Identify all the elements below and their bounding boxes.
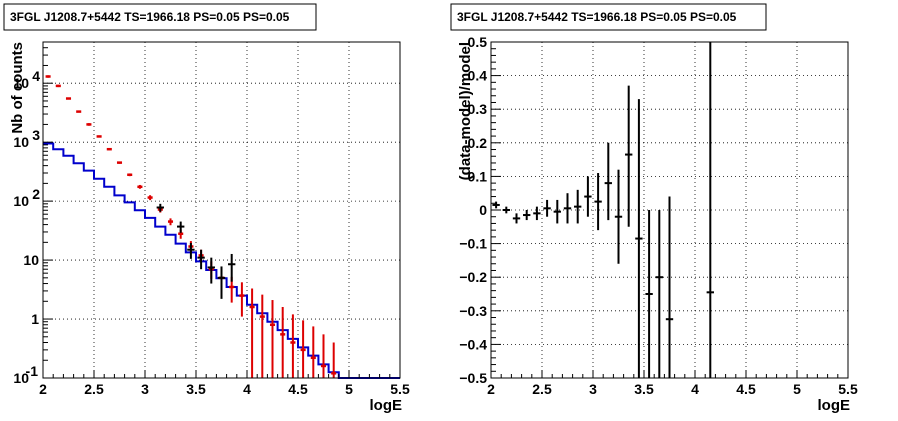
residuals-x-axis-label: logE	[818, 397, 851, 414]
counts-y-tick-exponent: 3	[32, 127, 40, 143]
counts-title: 3FGL J1208.7+5442 TS=1966.18 PS=0.05 PS=…	[10, 10, 290, 24]
counts-y-axis-label: Nb of counts	[9, 42, 26, 134]
residuals-y-tick-label: 0.3	[468, 101, 488, 117]
residuals-title-box	[450, 3, 767, 31]
counts-panel: 3FGL J1208.7+5442 TS=1966.18 PS=0.05 PS=…	[3, 3, 410, 414]
counts-x-tick-label: 4	[243, 381, 251, 397]
residuals-y-tick-label: −0.3	[459, 303, 487, 319]
residuals-x-tick-label: 2	[487, 381, 495, 397]
counts-plot-frame	[42, 41, 401, 379]
counts-y-tick-label: 10	[13, 75, 29, 91]
counts-y-tick-exponent: 2	[32, 186, 40, 202]
counts-x-axis-label: logE	[370, 397, 403, 414]
residuals-title: 3FGL J1208.7+5442 TS=1966.18 PS=0.05 PS=…	[457, 10, 737, 24]
residuals-y-tick-label: 0	[479, 202, 487, 218]
residuals-x-tick-label: 4	[691, 381, 699, 397]
residuals-x-tick-label: 2.5	[532, 381, 552, 397]
counts-x-tick-label: 4.5	[288, 381, 308, 397]
counts-y-tick-label: 1	[31, 311, 39, 327]
residuals-y-tick-label: −0.1	[459, 236, 487, 252]
residuals-x-tick-label: 4.5	[736, 381, 756, 397]
residuals-y-tick-label: 0.4	[468, 68, 488, 84]
counts-y-tick-label: 10	[13, 370, 29, 386]
residuals-y-tick-label: 0.2	[468, 135, 488, 151]
residuals-y-tick-label: −0.2	[459, 269, 487, 285]
counts-x-tick-label: 2.5	[84, 381, 104, 397]
counts-x-tick-label: 3.5	[186, 381, 206, 397]
residuals-x-tick-label: 5	[793, 381, 801, 397]
residuals-y-tick-label: 0.1	[468, 168, 488, 184]
residuals-y-axis-label: (data-model)/model	[457, 42, 474, 180]
counts-y-tick-exponent: -1	[26, 363, 39, 379]
counts-y-tick-label: 10	[23, 252, 39, 268]
counts-model-histogram	[43, 142, 400, 379]
counts-x-tick-label: 2	[39, 381, 47, 397]
counts-y-tick-exponent: 4	[32, 68, 40, 84]
residuals-y-tick-label: −0.5	[459, 370, 487, 386]
residuals-x-tick-label: 3	[589, 381, 597, 397]
counts-x-tick-label: 3	[141, 381, 149, 397]
residuals-panel: 3FGL J1208.7+5442 TS=1966.18 PS=0.05 PS=…	[450, 3, 858, 414]
residuals-x-tick-label: 3.5	[634, 381, 654, 397]
counts-x-tick-label: 5	[345, 381, 353, 397]
residuals-x-tick-label: 5.5	[838, 381, 858, 397]
counts-title-box	[3, 3, 317, 31]
counts-x-tick-label: 5.5	[390, 381, 410, 397]
residuals-y-tick-label: −0.4	[459, 336, 487, 352]
counts-y-tick-label: 10	[13, 134, 29, 150]
residuals-y-tick-label: 0.5	[468, 34, 488, 50]
counts-y-tick-label: 10	[13, 193, 29, 209]
